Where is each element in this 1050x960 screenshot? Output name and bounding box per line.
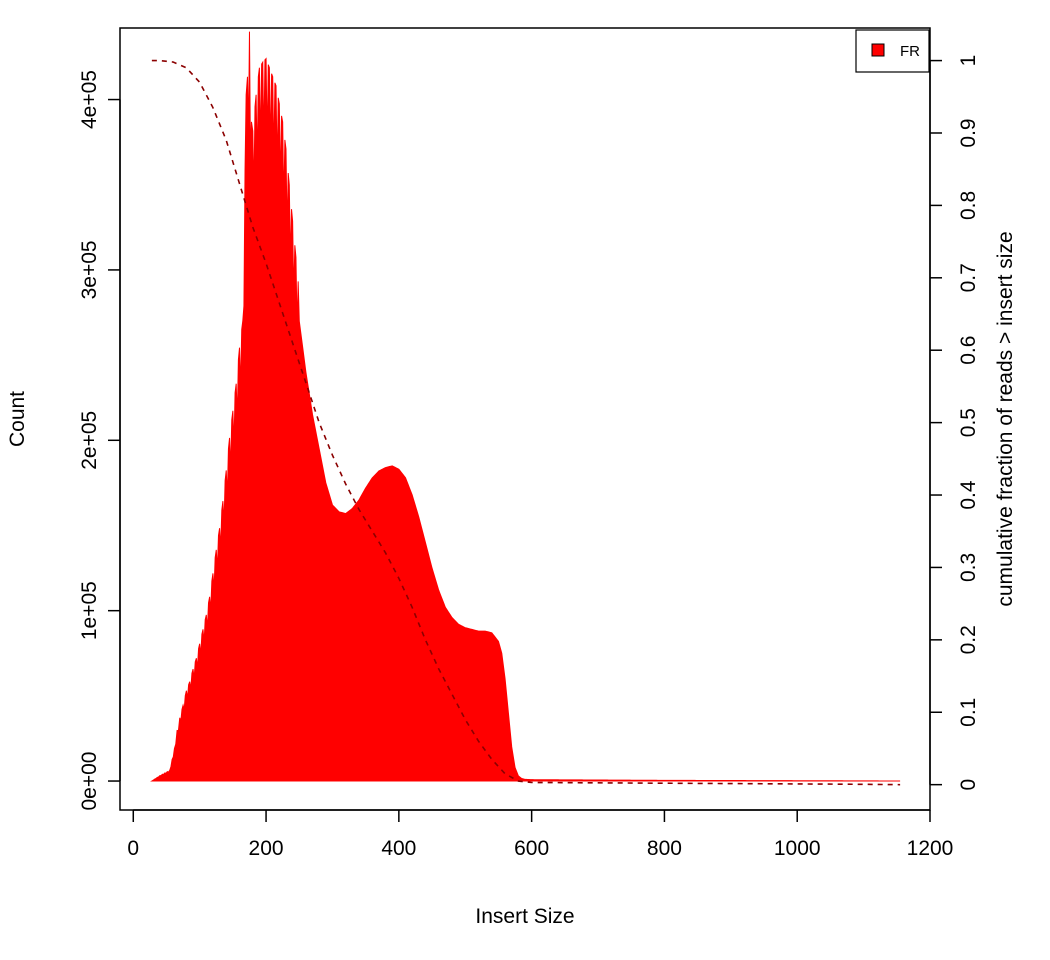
x-tick-label: 0 (127, 837, 139, 860)
y2-tick-label: 0.3 (957, 553, 980, 582)
y-axis-left: 0e+00 1e+05 2e+05 3e+05 4e+05 (78, 70, 121, 811)
y2-tick-label: 1 (957, 55, 980, 67)
legend-swatch (871, 43, 885, 57)
y-tick-label: 2e+05 (78, 411, 101, 470)
y2-tick-label: 0.5 (957, 408, 980, 437)
cumulative-layer (151, 59, 901, 786)
legend-box (855, 29, 930, 73)
y2-tick-label: 0 (957, 779, 980, 791)
y-axis-right: 0 0.1 0.2 0.3 0.4 0.5 0.6 0.7 0.8 0.9 1 (929, 55, 980, 791)
legend-label: FR (900, 43, 920, 60)
y2-tick-label: 0.1 (957, 698, 980, 727)
x-tick-label: 1200 (907, 837, 954, 860)
y-tick-label: 1e+05 (78, 581, 101, 640)
cumulative-line (151, 59, 901, 786)
x-tick-label: 800 (647, 837, 682, 860)
y2-tick-label: 0.8 (957, 191, 980, 220)
y2-tick-label: 0.2 (957, 625, 980, 654)
x-tick-label: 1000 (774, 837, 821, 860)
x-tick-label: 600 (514, 837, 549, 860)
y-tick-label: 3e+05 (78, 240, 101, 299)
y2-tick-label: 0.9 (957, 118, 980, 147)
y2-tick-label: 0.7 (957, 263, 980, 292)
x-axis-title: Insert Size (475, 905, 574, 928)
y2-axis-title: cumulative fraction of reads > insert si… (994, 231, 1017, 606)
histogram-layer (150, 31, 901, 782)
y-axis-title: Count (6, 391, 29, 447)
y2-tick-label: 0.6 (957, 336, 980, 365)
y-tick-label: 4e+05 (78, 70, 101, 129)
x-axis: 0 200 400 600 800 1000 1200 (127, 809, 954, 860)
y2-tick-label: 0.4 (957, 480, 980, 510)
legend: FR (855, 29, 930, 73)
y-tick-label: 0e+00 (78, 752, 101, 811)
histogram-area (150, 31, 901, 782)
x-tick-label: 200 (249, 837, 284, 860)
x-tick-label: 400 (381, 837, 416, 860)
